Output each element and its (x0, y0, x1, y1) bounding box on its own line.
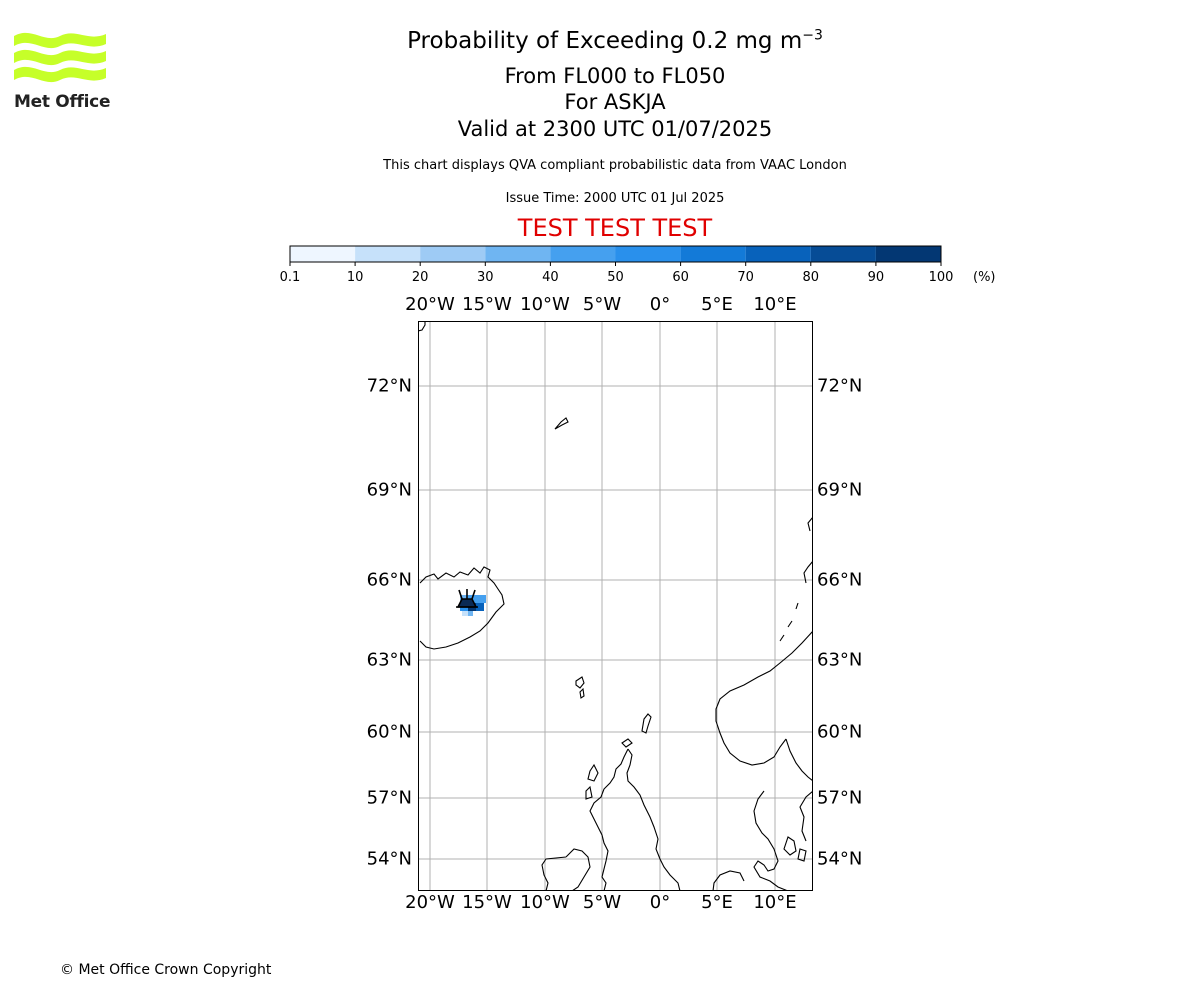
volcano-icon (456, 589, 478, 608)
lat-label: 72°N (366, 375, 412, 397)
colorbar-tick-label: 70 (737, 270, 754, 285)
volcano-name: For ASKJA (564, 90, 666, 114)
lat-label: 63°N (817, 649, 863, 671)
lat-label: 66°N (366, 569, 412, 591)
lon-label: 10°E (753, 892, 797, 913)
chart-title-text: Probability of Exceeding 0.2 mg m (407, 28, 803, 54)
colorbar-tick-label: 0.1 (279, 270, 301, 285)
colorbar-tick-label: 80 (802, 270, 820, 285)
chart-title: Probability of Exceeding 0.2 mg m−3 (0, 28, 1200, 54)
colorbar-cell (485, 246, 551, 262)
colorbar-tick-label: 60 (672, 270, 689, 285)
colorbar-tick-label: 30 (477, 270, 494, 285)
lat-label: 54°N (817, 848, 863, 870)
colorbar-tick-label: 90 (867, 270, 885, 285)
lon-label: 0° (649, 892, 671, 913)
coastlines (418, 321, 813, 891)
chart-title-superscript: −3 (802, 27, 823, 44)
colorbar-cell (680, 246, 746, 262)
colorbar-tick-label: 10 (346, 270, 364, 285)
lon-label: 10°E (753, 294, 797, 315)
lat-label: 60°N (366, 721, 412, 743)
chart-description: This chart displays QVA compliant probab… (383, 158, 847, 173)
colorbar-cell (420, 246, 486, 262)
lon-label: 5°E (701, 294, 733, 315)
colorbar-unit: (%) (973, 270, 996, 285)
lon-label: 5°W (582, 892, 622, 913)
copyright-notice: © Met Office Crown Copyright (60, 962, 272, 978)
lon-label: 0° (649, 294, 671, 315)
colorbar-tick-label: 50 (607, 270, 624, 285)
lon-label: 10°W (520, 892, 570, 913)
colorbar-cell (615, 246, 681, 262)
colorbar-cell (875, 246, 941, 262)
lon-label: 15°W (462, 294, 512, 315)
colorbar-cell (290, 246, 356, 262)
lat-label: 54°N (366, 848, 412, 870)
lat-label: 72°N (817, 375, 863, 397)
lon-label: 5°W (582, 294, 622, 315)
valid-time: Valid at 2300 UTC 01/07/2025 (457, 117, 773, 141)
colorbar-cell (810, 246, 876, 262)
flight-level-range: From FL000 to FL050 (504, 64, 726, 88)
colorbar-cell (355, 246, 421, 262)
colorbar-tick-label: 20 (411, 270, 429, 285)
lon-label: 5°E (701, 892, 733, 913)
lat-label: 57°N (366, 787, 412, 809)
met-office-waves-icon (14, 32, 106, 83)
lon-label: 10°W (520, 294, 570, 315)
lat-label: 60°N (817, 721, 863, 743)
lat-label: 66°N (817, 569, 863, 591)
colorbar (289, 245, 942, 266)
lat-label: 69°N (817, 479, 863, 501)
issue-time: Issue Time: 2000 UTC 01 Jul 2025 (505, 191, 725, 206)
lon-label: 20°W (405, 294, 455, 315)
map-panel (418, 321, 813, 891)
colorbar-cell (745, 246, 811, 262)
test-banner: TEST TEST TEST (517, 214, 713, 242)
colorbar-cell (550, 246, 616, 262)
lat-label: 69°N (366, 479, 412, 501)
lat-label: 57°N (817, 787, 863, 809)
logo-text: Met Office (14, 92, 111, 112)
colorbar-tick-label: 100 (928, 270, 954, 285)
lat-label: 63°N (366, 649, 412, 671)
graticule (418, 321, 813, 891)
colorbar-tick-label: 40 (542, 270, 559, 285)
lon-label: 15°W (462, 892, 512, 913)
lon-label: 20°W (405, 892, 455, 913)
